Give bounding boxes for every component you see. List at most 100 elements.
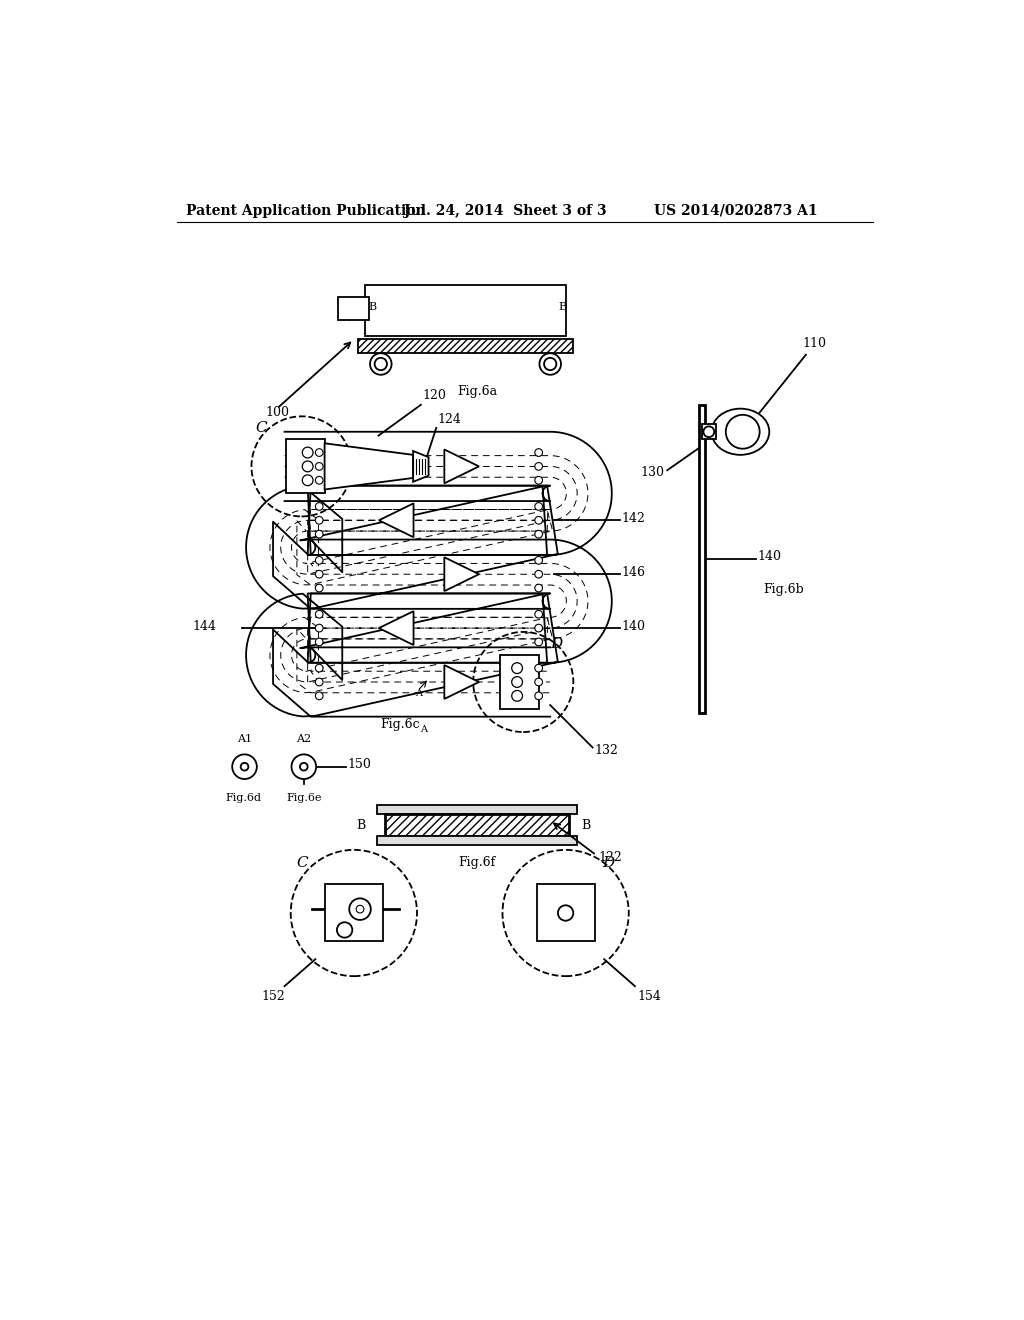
Circle shape — [315, 449, 323, 457]
Circle shape — [535, 692, 543, 700]
Circle shape — [535, 516, 543, 524]
Text: Fig.6c: Fig.6c — [380, 718, 420, 731]
Circle shape — [535, 570, 543, 578]
Circle shape — [315, 638, 323, 645]
Bar — [377, 805, 578, 814]
Bar — [326, 884, 383, 941]
Bar — [500, 655, 539, 709]
Text: C: C — [297, 855, 308, 870]
Bar — [538, 884, 595, 941]
Text: Jul. 24, 2014  Sheet 3 of 3: Jul. 24, 2014 Sheet 3 of 3 — [403, 203, 606, 218]
Circle shape — [535, 503, 543, 511]
Circle shape — [356, 906, 364, 913]
Text: 130: 130 — [640, 466, 665, 479]
Circle shape — [535, 462, 543, 470]
Text: 152: 152 — [261, 990, 286, 1003]
Circle shape — [315, 503, 323, 511]
Text: A1: A1 — [237, 734, 252, 744]
Text: 150: 150 — [348, 758, 372, 771]
Text: A2: A2 — [296, 734, 311, 744]
Circle shape — [315, 692, 323, 700]
Circle shape — [544, 358, 556, 370]
Circle shape — [535, 557, 543, 564]
Text: D: D — [550, 636, 562, 651]
Bar — [385, 814, 569, 836]
Circle shape — [315, 624, 323, 632]
Text: 146: 146 — [621, 566, 645, 578]
Text: B: B — [581, 818, 590, 832]
Text: B: B — [369, 302, 377, 312]
Circle shape — [535, 638, 543, 645]
Circle shape — [558, 906, 573, 921]
Circle shape — [337, 923, 352, 937]
Polygon shape — [246, 432, 611, 717]
Circle shape — [315, 477, 323, 484]
Text: B: B — [558, 302, 566, 312]
Text: C: C — [255, 421, 267, 434]
Bar — [339, 297, 370, 321]
Polygon shape — [444, 449, 479, 483]
Text: Fig.6f: Fig.6f — [459, 857, 496, 870]
Text: Fig.6e: Fig.6e — [287, 793, 323, 804]
Bar — [366, 285, 565, 335]
Circle shape — [540, 354, 561, 375]
Circle shape — [232, 755, 257, 779]
Text: 140: 140 — [621, 619, 645, 632]
Circle shape — [535, 664, 543, 672]
Polygon shape — [413, 451, 429, 482]
Bar — [357, 339, 573, 354]
Text: Fig.6d: Fig.6d — [225, 793, 261, 804]
Circle shape — [315, 570, 323, 578]
Circle shape — [291, 850, 417, 977]
Bar — [701, 424, 716, 440]
Circle shape — [512, 677, 522, 688]
Circle shape — [252, 416, 351, 516]
Text: 120: 120 — [422, 389, 446, 403]
Circle shape — [315, 664, 323, 672]
Circle shape — [726, 414, 760, 449]
Text: Fig.6b: Fig.6b — [764, 583, 804, 597]
Circle shape — [535, 585, 543, 591]
Circle shape — [535, 477, 543, 484]
Bar — [698, 405, 705, 713]
Circle shape — [375, 358, 387, 370]
Circle shape — [315, 462, 323, 470]
Text: A: A — [415, 689, 422, 698]
Text: 122: 122 — [598, 850, 622, 863]
Text: Patent Application Publication: Patent Application Publication — [186, 203, 426, 218]
Circle shape — [315, 531, 323, 539]
Text: US 2014/0202873 A1: US 2014/0202873 A1 — [654, 203, 818, 218]
Circle shape — [370, 354, 391, 375]
Polygon shape — [379, 611, 414, 645]
Bar — [377, 836, 578, 845]
Circle shape — [535, 449, 543, 457]
Polygon shape — [379, 503, 414, 537]
Text: 154: 154 — [637, 990, 662, 1003]
Ellipse shape — [712, 409, 769, 455]
Bar — [286, 440, 325, 494]
Circle shape — [535, 531, 543, 539]
Circle shape — [512, 690, 522, 701]
Text: D: D — [602, 855, 614, 870]
Circle shape — [535, 678, 543, 686]
Circle shape — [300, 763, 307, 771]
Text: B: B — [356, 818, 366, 832]
Text: 100: 100 — [265, 405, 290, 418]
Circle shape — [315, 585, 323, 591]
Circle shape — [503, 850, 629, 977]
Text: Fig.6a: Fig.6a — [457, 385, 497, 399]
Circle shape — [703, 426, 714, 437]
Text: 140: 140 — [758, 550, 781, 564]
Text: 144: 144 — [193, 619, 216, 632]
Text: 142: 142 — [621, 512, 645, 525]
Circle shape — [535, 610, 543, 618]
Circle shape — [512, 663, 522, 673]
Circle shape — [473, 632, 573, 733]
Circle shape — [302, 461, 313, 471]
Text: 110: 110 — [802, 337, 826, 350]
Polygon shape — [444, 557, 479, 591]
Polygon shape — [325, 444, 413, 490]
Circle shape — [315, 516, 323, 524]
Circle shape — [349, 899, 371, 920]
Text: A: A — [420, 725, 427, 734]
